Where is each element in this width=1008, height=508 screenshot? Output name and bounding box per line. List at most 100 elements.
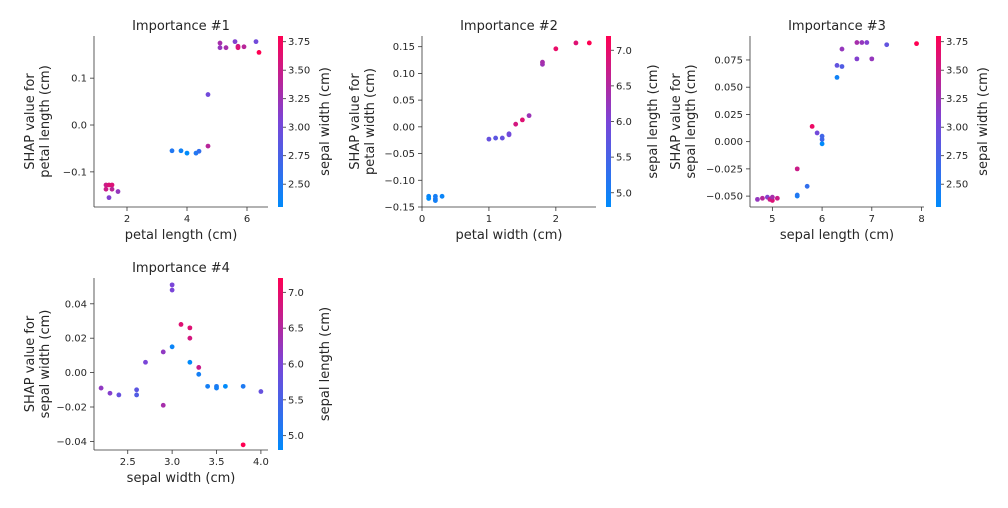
data-point xyxy=(106,195,112,201)
data-point xyxy=(169,287,175,293)
colorbar-tick-label: 5.0 xyxy=(288,431,304,442)
data-point xyxy=(854,56,860,62)
x-tick-label: 5 xyxy=(769,214,775,225)
data-point xyxy=(160,402,166,408)
x-tick-label: 2 xyxy=(124,214,130,225)
data-point xyxy=(869,56,875,62)
y-tick-label: 0.15 xyxy=(393,42,415,53)
y-tick-label: 0.025 xyxy=(714,110,743,121)
x-tick-label: 8 xyxy=(918,214,924,225)
data-point xyxy=(573,40,579,46)
y-tick-label: −0.15 xyxy=(384,203,415,214)
colorbar-tick-label: 3.00 xyxy=(288,123,310,134)
colorbar xyxy=(606,36,611,207)
colorbar-label: sepal length (cm) xyxy=(646,64,661,178)
data-point xyxy=(196,365,202,370)
data-point xyxy=(914,41,919,47)
data-point xyxy=(760,195,765,201)
colorbar xyxy=(278,36,283,207)
x-axis-label: sepal length (cm) xyxy=(780,228,894,243)
data-point xyxy=(187,359,193,365)
data-point xyxy=(178,148,184,154)
data-point xyxy=(256,49,262,55)
data-point xyxy=(519,117,525,123)
y-axis-label-line: SHAP value for xyxy=(23,315,38,412)
subplot-1: Importance #1 2 4 6 −0.1 0.0 0.1 petal length (… xyxy=(23,19,333,243)
subplot-title: Importance #3 xyxy=(788,19,886,34)
colorbar-tick-label: 6.5 xyxy=(288,324,304,335)
data-point xyxy=(240,383,246,389)
subplot-4: Importance #4 2.5 3.0 3.5 4.0 −0.04 −0.02 0.00 0… xyxy=(23,261,333,486)
data-point xyxy=(794,166,800,172)
y-axis-label-line: SHAP value for xyxy=(348,73,363,170)
data-point xyxy=(854,40,860,45)
colorbar-tick-label: 3.75 xyxy=(288,37,310,48)
data-point xyxy=(839,46,845,52)
data-point xyxy=(160,349,166,355)
y-axis-label: SHAP value forpetal length (cm) xyxy=(23,65,53,178)
data-point xyxy=(834,74,840,80)
data-point xyxy=(493,135,499,141)
data-point xyxy=(196,148,202,154)
x-tick-label: 3.0 xyxy=(164,457,180,468)
data-point xyxy=(187,335,193,341)
colorbar-tick-label: 7.0 xyxy=(616,46,632,57)
y-tick-label: 0.10 xyxy=(393,69,415,80)
data-point xyxy=(540,59,545,65)
y-axis-label-line: sepal width (cm) xyxy=(38,310,53,419)
data-point xyxy=(169,282,175,288)
x-tick-label: 1 xyxy=(486,214,492,225)
colorbar-label: sepal width (cm) xyxy=(976,67,991,176)
colorbar-tick-label: 5.5 xyxy=(616,153,632,164)
colorbar-tick-label: 2.50 xyxy=(288,180,310,191)
colorbar xyxy=(278,278,283,450)
data-point xyxy=(205,92,211,97)
data-point xyxy=(586,40,592,46)
data-point xyxy=(241,44,247,50)
y-tick-label: 0.1 xyxy=(71,74,87,85)
colorbar-label: sepal length (cm) xyxy=(318,307,333,421)
data-point xyxy=(834,63,840,68)
y-tick-label: 0.02 xyxy=(65,334,87,345)
data-point xyxy=(109,186,115,192)
y-axis-label: SHAP value forpetal width (cm) xyxy=(348,68,378,175)
y-axis-label-line: petal width (cm) xyxy=(363,68,378,175)
colorbar-tick-label: 5.5 xyxy=(288,395,304,406)
data-point xyxy=(134,387,140,393)
data-point xyxy=(486,136,492,142)
y-tick-label: 0.000 xyxy=(714,137,743,148)
y-axis-label-line: SHAP value for xyxy=(669,73,684,170)
data-point xyxy=(98,385,104,391)
x-tick-label: 7 xyxy=(869,214,875,225)
data-point xyxy=(499,135,505,141)
data-point xyxy=(258,389,264,394)
data-point xyxy=(222,383,228,389)
data-point xyxy=(794,192,800,198)
data-point xyxy=(819,141,825,147)
y-tick-label: 0.00 xyxy=(65,368,87,379)
data-point xyxy=(103,186,109,192)
data-point xyxy=(859,40,865,45)
data-point xyxy=(235,45,241,51)
colorbar-tick-label: 6.0 xyxy=(616,117,632,128)
x-axis-label: petal width (cm) xyxy=(456,228,563,243)
data-point xyxy=(169,148,175,154)
data-point xyxy=(506,131,512,137)
y-tick-label: 0.0 xyxy=(71,121,87,132)
x-tick-label: 3.5 xyxy=(209,457,225,468)
data-point xyxy=(109,182,115,188)
x-tick-label: 6 xyxy=(819,214,825,225)
y-tick-label: −0.1 xyxy=(63,167,87,178)
data-point xyxy=(232,39,238,45)
data-point xyxy=(426,196,432,201)
colorbar-tick-label: 6.0 xyxy=(288,360,304,371)
colorbar xyxy=(936,36,941,207)
y-tick-label: −0.025 xyxy=(706,164,743,175)
data-point xyxy=(864,40,870,45)
colorbar-tick-label: 3.00 xyxy=(946,123,968,134)
data-point xyxy=(839,64,845,69)
y-tick-label: 0.075 xyxy=(714,55,743,66)
colorbar-tick-label: 2.75 xyxy=(946,151,968,162)
